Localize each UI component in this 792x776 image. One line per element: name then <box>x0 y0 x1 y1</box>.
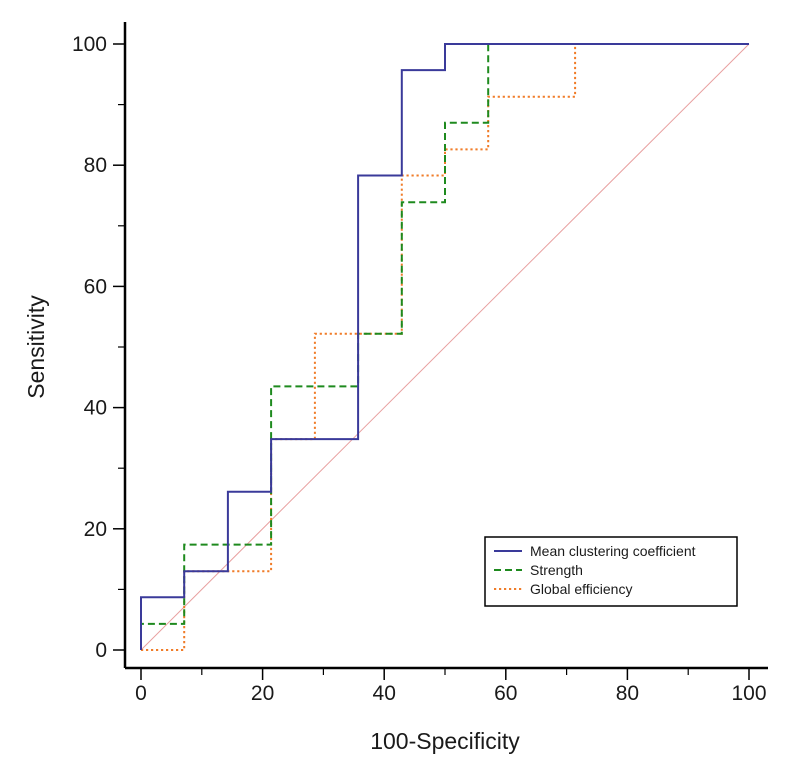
y-tick-label: 100 <box>72 33 107 56</box>
x-tick-label: 60 <box>494 682 517 705</box>
axes-layer <box>123 22 768 670</box>
y-tick-label: 80 <box>84 154 107 177</box>
y-tick-label: 20 <box>84 518 107 541</box>
y-tick-label: 60 <box>84 275 107 298</box>
legend-box <box>484 536 738 607</box>
legend-label-global-efficiency: Global efficiency <box>530 581 632 597</box>
reference-diagonal-line <box>140 43 750 651</box>
legend-label-strength: Strength <box>530 562 583 578</box>
x-tick-label: 0 <box>135 682 147 705</box>
y-tick-label: 40 <box>84 397 107 420</box>
reference-line-layer <box>140 43 750 651</box>
legend: Mean clustering coefficient Strength Globa… <box>484 536 738 607</box>
x-tick-label: 80 <box>616 682 639 705</box>
y-tick-label: 0 <box>95 639 107 662</box>
series-layer <box>140 43 749 651</box>
x-tick-label: 40 <box>373 682 396 705</box>
ticks-layer: 0 20 40 60 80 100 0 20 40 60 80 100 <box>72 33 767 705</box>
x-tick-label: 100 <box>731 682 766 705</box>
legend-items: Mean clustering coefficient Strength Globa… <box>494 543 696 597</box>
x-tick-label: 20 <box>251 682 274 705</box>
y-axis-title: Sensitivity <box>23 295 49 399</box>
x-axis-title: 100-Specificity <box>370 728 520 754</box>
legend-label-mean-clustering-coefficient: Mean clustering coefficient <box>530 543 696 559</box>
series-line-mean-clustering-coefficient <box>140 43 749 650</box>
